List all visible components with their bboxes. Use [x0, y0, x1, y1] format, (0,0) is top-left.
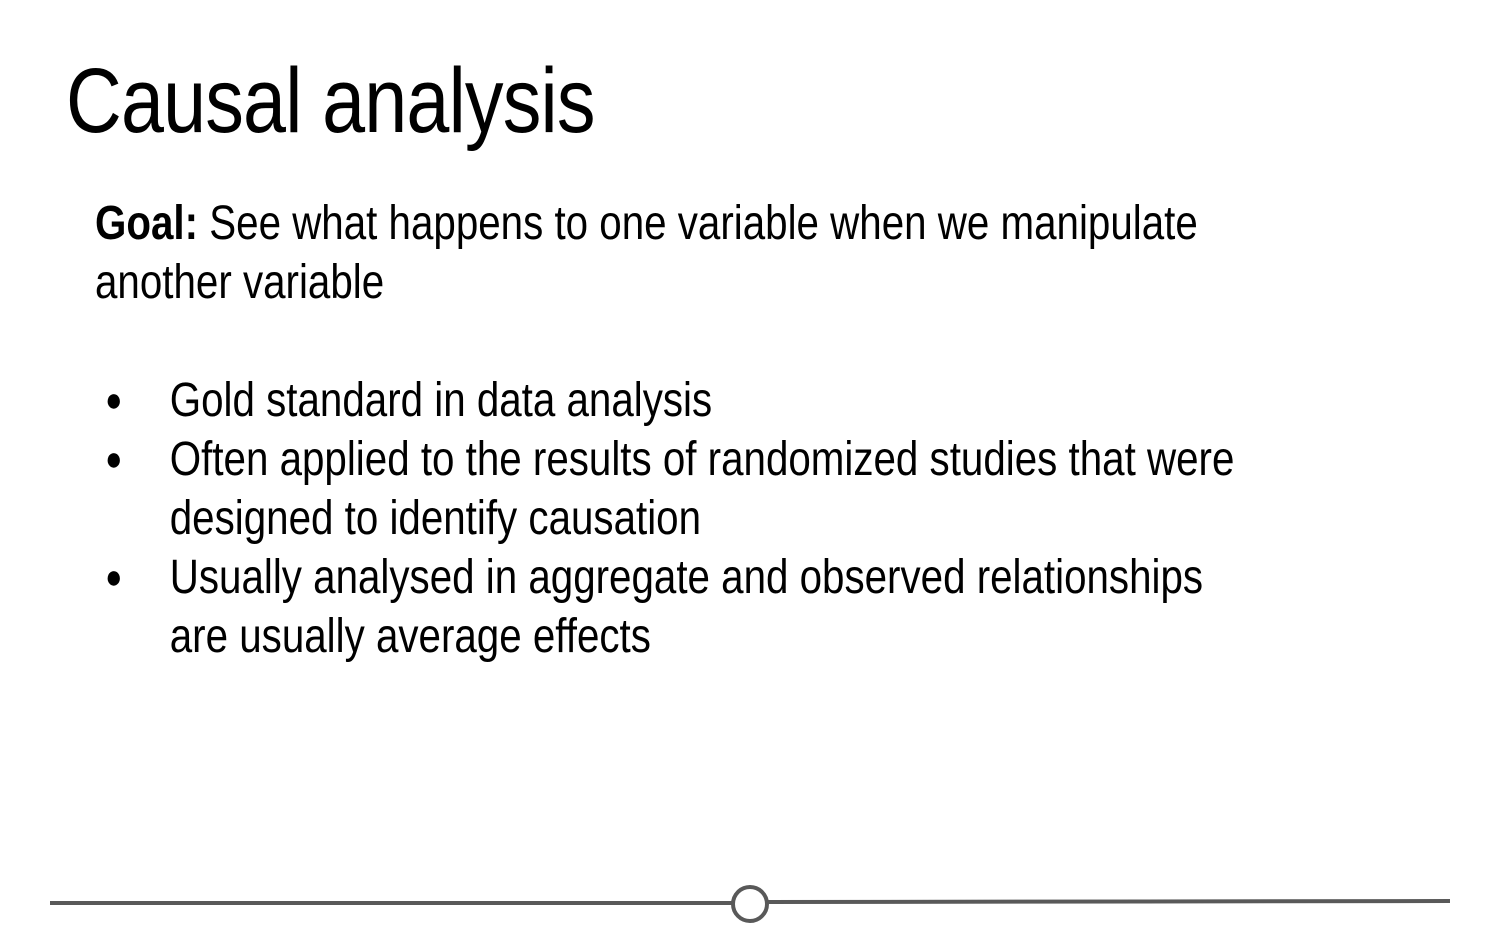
slide-body: Goal: See what happens to one variable w… — [95, 194, 1271, 666]
slide-title: Causal analysis — [66, 50, 595, 152]
bullet-item: ● Gold standard in data analysis — [95, 371, 1271, 430]
bullet-text: Gold standard in data analysis — [169, 374, 713, 427]
goal-statement: Goal: See what happens to one variable w… — [95, 194, 1271, 312]
bullet-text: Often applied to the results of randomiz… — [169, 433, 1235, 545]
footer-circle-icon — [731, 885, 769, 923]
bullet-list: ● Gold standard in data analysis ● Often… — [95, 371, 1271, 666]
footer-divider-line-right — [767, 899, 1450, 904]
footer-divider — [50, 885, 1450, 923]
bullet-text: Usually analysed in aggregate and observ… — [169, 551, 1204, 663]
bullet-dot-icon: ● — [105, 558, 123, 596]
bullet-dot-icon: ● — [105, 381, 123, 419]
bullet-item: ● Often applied to the results of random… — [95, 430, 1271, 548]
goal-text: See what happens to one variable when we… — [95, 197, 1198, 309]
bullet-dot-icon: ● — [105, 440, 123, 478]
bullet-item: ● Usually analysed in aggregate and obse… — [95, 548, 1271, 666]
goal-label: Goal: — [95, 197, 199, 250]
